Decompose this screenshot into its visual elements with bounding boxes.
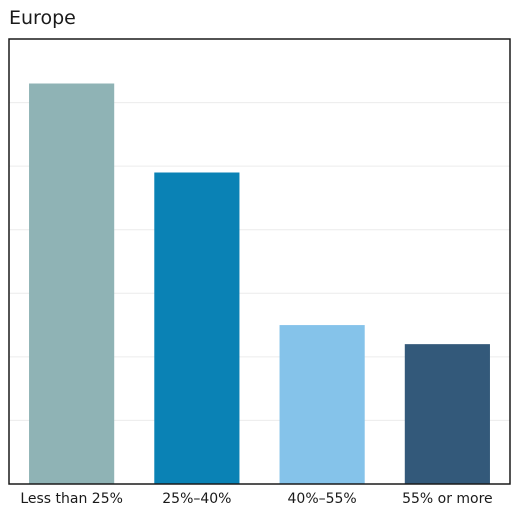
chart-title: Europe <box>9 7 76 29</box>
x-tick-label: Less than 25% <box>20 491 123 507</box>
bar-3 <box>279 325 365 484</box>
x-tick-label: 25%–40% <box>162 491 231 507</box>
plot-frame <box>8 38 511 485</box>
x-tick-label: 55% or more <box>402 491 493 507</box>
x-tick-label: 40%–55% <box>288 491 357 507</box>
tick-label-layer: Less than 25% 25%–40% 40%–55% 55% or more <box>20 491 492 507</box>
bar-layer <box>29 83 490 484</box>
bar-2 <box>154 172 240 484</box>
bar-1 <box>29 83 115 484</box>
bar-4 <box>404 344 490 484</box>
